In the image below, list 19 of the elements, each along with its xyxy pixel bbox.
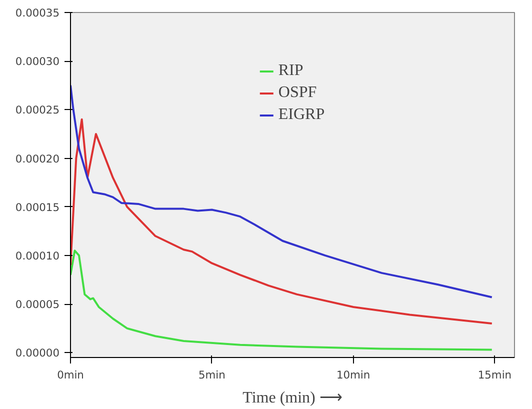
line-series	[70, 250, 493, 351]
legend-label: EIGRP	[278, 106, 325, 124]
line-series	[70, 118, 493, 324]
x-tick-label: 0min	[57, 368, 84, 382]
x-axis-title: Time (min) ⟶	[242, 390, 342, 406]
x-tick-label: 5min	[198, 368, 226, 382]
y-tick-label: 0.00030	[15, 55, 60, 68]
y-tick-label: 0.00005	[15, 298, 60, 312]
x-tick-label: 15min	[478, 368, 512, 382]
line-series	[70, 84, 493, 298]
y-tick-label: 0.00000	[15, 346, 60, 360]
y-tick-label: 0.00035	[15, 6, 60, 20]
legend-label: RIP	[278, 62, 304, 80]
x-tick-label: 10min	[336, 368, 370, 382]
y-tick-label: 0.00015	[15, 200, 60, 214]
y-tick-label: 0.00020	[15, 152, 60, 166]
y-tick-label: 0.00010	[15, 249, 60, 262]
legend-label: OSPF	[278, 84, 317, 102]
y-tick-label: 0.00025	[15, 104, 60, 117]
